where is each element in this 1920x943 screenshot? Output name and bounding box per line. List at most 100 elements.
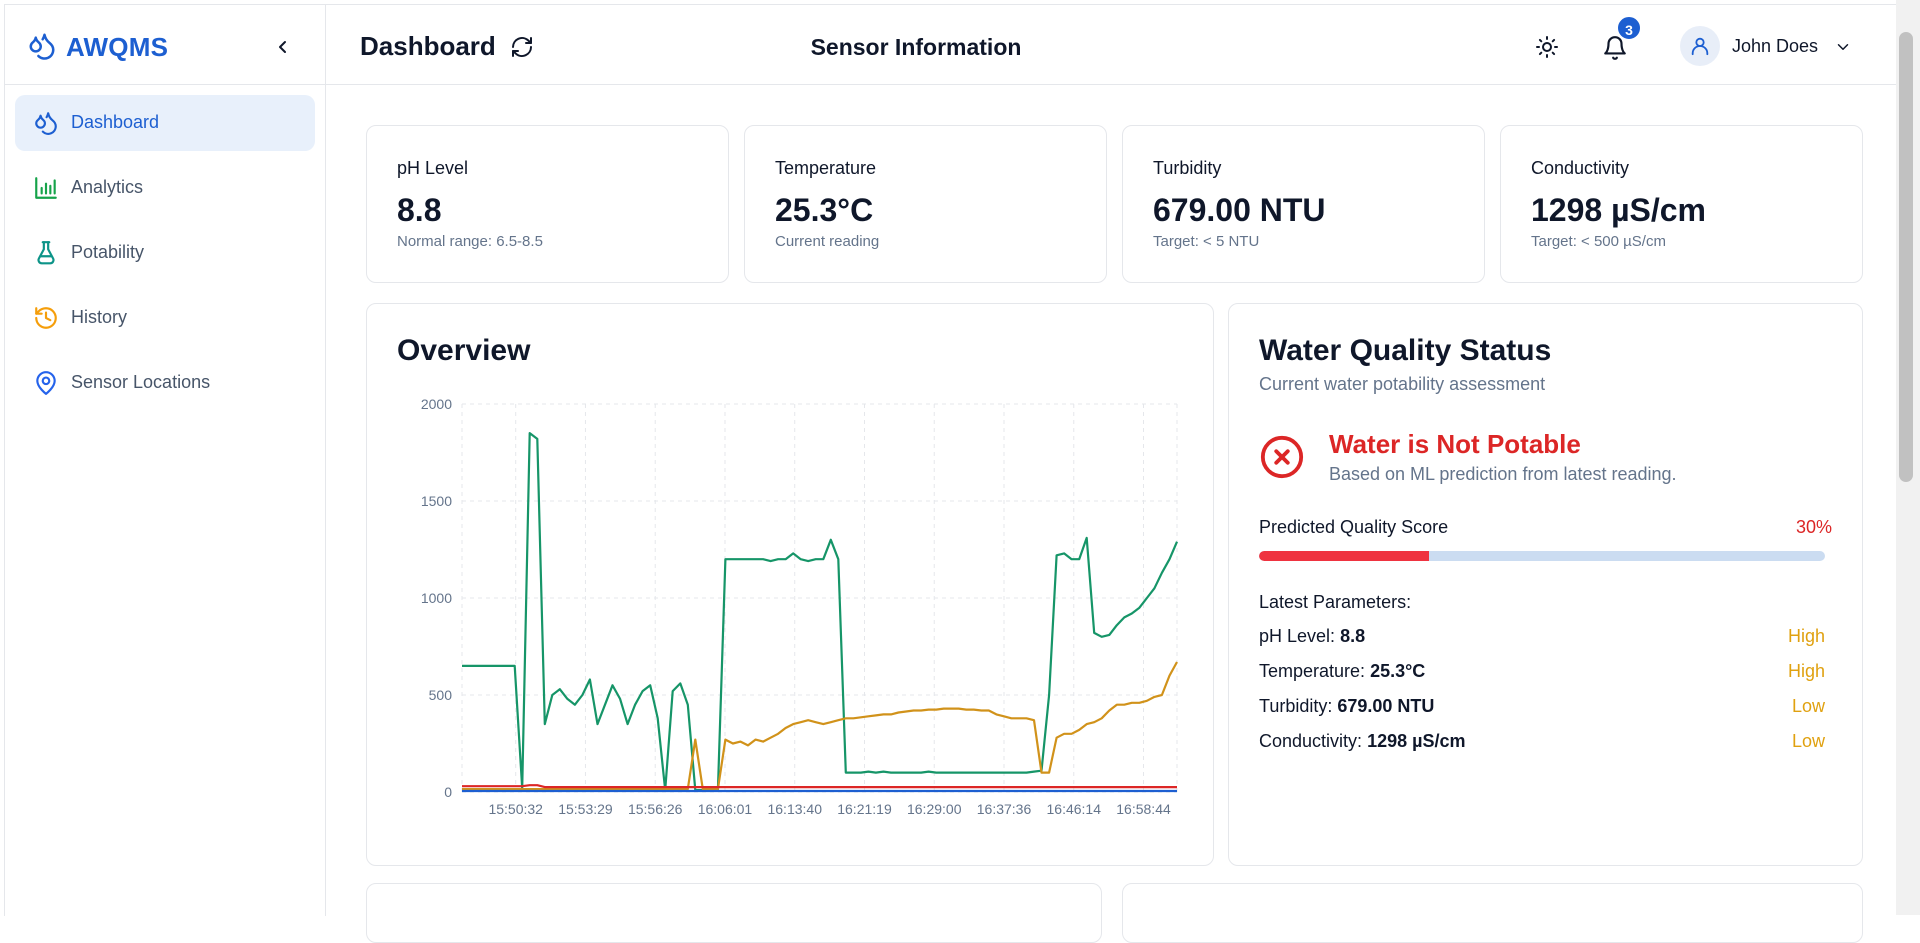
section-title: Sensor Information <box>810 34 1022 60</box>
user-menu[interactable]: John Does <box>1680 26 1860 66</box>
brand-name: AWQMS <box>66 32 169 62</box>
water-drops-icon <box>35 112 57 135</box>
brand-bar: AWQMS <box>5 5 325 85</box>
stat-title: Conductivity <box>1531 158 1630 178</box>
chart-x-tick-label: 15:53:29 <box>558 801 613 817</box>
chart-y-tick-label: 2000 <box>421 396 452 412</box>
chart-x-tick-label: 16:58:44 <box>1116 801 1171 817</box>
overview-title: Overview <box>397 334 531 367</box>
flask-icon <box>37 241 55 265</box>
stat-card-ph: pH Level 8.8 Normal range: 6.5-8.5 <box>366 125 729 283</box>
stat-card-temperature: Temperature 25.3°C Current reading <box>744 125 1107 283</box>
sidebar-item-label: Sensor Locations <box>71 372 211 392</box>
chart-series-line-1 <box>462 661 1178 791</box>
chart-x-tick-label: 16:29:00 <box>907 801 962 817</box>
chart-y-tick-label: 0 <box>444 784 452 800</box>
stat-title: pH Level <box>397 158 469 178</box>
sidebar: AWQMS Dashboard Analytics <box>5 5 326 916</box>
chart-x-tick-label: 16:06:01 <box>698 801 753 817</box>
stat-subtitle: Current reading <box>775 233 880 250</box>
stat-value: 8.8 <box>397 192 442 228</box>
potability-status-description: Based on ML prediction from latest readi… <box>1329 464 1677 484</box>
chart-x-tick-label: 15:50:32 <box>488 801 543 817</box>
param-value: 679.00 NTU <box>1337 696 1435 716</box>
chart-x-tick-label: 16:46:14 <box>1047 801 1102 817</box>
lower-card-left <box>366 883 1102 943</box>
stat-value: 25.3°C <box>775 192 874 228</box>
notification-badge: 3 <box>1616 15 1642 41</box>
param-row-temperature: Temperature: 25.3°C High <box>1259 661 1825 685</box>
param-row-ph: pH Level: 8.8 High <box>1259 626 1825 650</box>
param-name: Conductivity: <box>1259 731 1363 751</box>
sidebar-item-label: Potability <box>71 242 145 262</box>
lower-card-right <box>1122 883 1863 943</box>
sidebar-nav: Dashboard Analytics Potability History <box>15 95 315 420</box>
chart-x-tick-label: 16:13:40 <box>767 801 822 817</box>
chart-x-tick-label: 16:37:36 <box>977 801 1032 817</box>
sidebar-item-analytics[interactable]: Analytics <box>15 160 315 216</box>
stat-title: Temperature <box>775 158 877 178</box>
water-quality-subtitle: Current water potability assessment <box>1259 374 1546 394</box>
x-circle-icon <box>1260 435 1304 479</box>
param-name: Temperature: <box>1259 661 1366 681</box>
quality-score-fill <box>1259 551 1429 561</box>
history-clock-icon <box>35 307 57 329</box>
param-row-conductivity: Conductivity: 1298 µS/cm Low <box>1259 731 1825 755</box>
potability-status: Water is Not Potable <box>1329 429 1581 459</box>
water-drops-icon <box>29 33 55 60</box>
sidebar-item-history[interactable]: History <box>15 290 315 346</box>
chart-y-tick-label: 1000 <box>421 590 452 606</box>
stat-subtitle: Target: < 500 µS/cm <box>1531 233 1666 250</box>
param-name: pH Level: <box>1259 626 1336 646</box>
water-quality-title: Water Quality Status <box>1259 334 1552 367</box>
param-value: 8.8 <box>1340 626 1366 646</box>
stat-value: 679.00 NTU <box>1153 192 1326 228</box>
sidebar-item-dashboard[interactable]: Dashboard <box>15 95 315 151</box>
latest-parameters-heading: Latest Parameters: <box>1259 592 1412 612</box>
water-quality-card: Water Quality Status Current water potab… <box>1228 303 1863 866</box>
quality-score-bar <box>1259 551 1825 561</box>
param-row-turbidity: Turbidity: 679.00 NTU Low <box>1259 696 1825 720</box>
overview-card: Overview 0 500 1000 1500 2000 15:50:32 15:53:2… <box>366 303 1214 866</box>
sidebar-item-sensor-locations[interactable]: Sensor Locations <box>15 355 315 411</box>
stat-value: 1298 µS/cm <box>1531 192 1706 228</box>
bell-icon[interactable] <box>1602 35 1628 61</box>
chart-y-tick-label: 1500 <box>421 493 452 509</box>
chart-x-tick-label: 15:56:26 <box>628 801 683 817</box>
param-flag: High <box>1787 661 1825 681</box>
param-name: Turbidity: <box>1259 696 1333 716</box>
chart-y-tick-label: 500 <box>429 687 453 703</box>
app-window: AWQMS Dashboard Analytics <box>4 4 1901 943</box>
sidebar-item-label: History <box>71 307 128 327</box>
top-header: Dashboard Sensor Information 3 John Does <box>326 5 1901 85</box>
chevron-down-icon <box>1837 44 1849 50</box>
page-scrollbar-thumb[interactable] <box>1899 32 1913 482</box>
param-value: 1298 µS/cm <box>1367 731 1466 751</box>
user-icon <box>1691 37 1709 56</box>
sidebar-item-label: Dashboard <box>71 112 160 132</box>
param-flag: Low <box>1791 731 1825 751</box>
chart-x-tick-label: 16:21:19 <box>837 801 892 817</box>
quality-score-label: Predicted Quality Score <box>1259 517 1449 537</box>
stat-subtitle: Normal range: 6.5-8.5 <box>397 233 543 250</box>
sun-icon[interactable] <box>1535 35 1559 59</box>
map-pin-icon <box>36 371 56 395</box>
page-title: Dashboard <box>360 31 496 61</box>
sidebar-item-label: Analytics <box>71 177 144 197</box>
stat-card-conductivity: Conductivity 1298 µS/cm Target: < 500 µS… <box>1500 125 1863 283</box>
overview-chart: 0 500 1000 1500 2000 15:50:32 15:53:29 15:56:26… <box>421 396 1179 817</box>
quality-score-value: 30% <box>1795 517 1832 537</box>
stat-card-turbidity: Turbidity 679.00 NTU Target: < 5 NTU <box>1122 125 1485 283</box>
chevron-left-icon[interactable] <box>271 35 295 59</box>
param-value: 25.3°C <box>1370 661 1426 681</box>
param-flag: Low <box>1791 696 1825 716</box>
refresh-icon[interactable] <box>510 35 534 59</box>
user-name: John Does <box>1732 36 1819 56</box>
chart-series-line-2 <box>462 784 1177 789</box>
sidebar-item-potability[interactable]: Potability <box>15 225 315 281</box>
stat-subtitle: Target: < 5 NTU <box>1153 233 1260 250</box>
chart-series-line-0 <box>462 432 1179 792</box>
param-flag: High <box>1787 626 1825 646</box>
bar-chart-icon <box>35 177 57 199</box>
stat-title: Turbidity <box>1153 158 1222 178</box>
